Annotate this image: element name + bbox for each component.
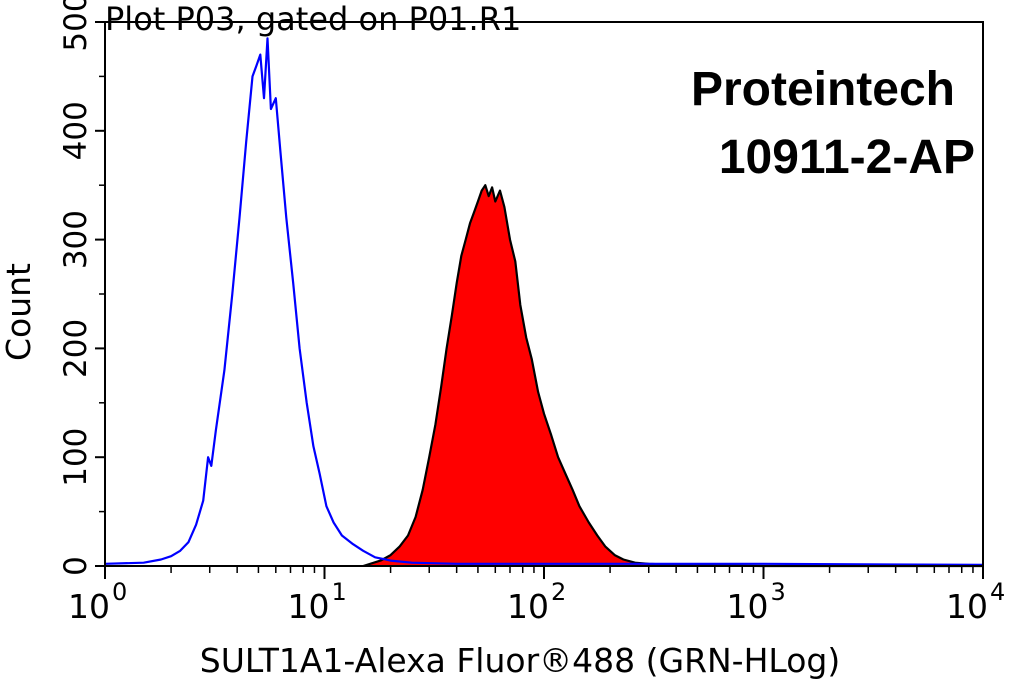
y-axis: 0 100 200 300 400 500 xyxy=(58,0,105,576)
y-tick-label: 100 xyxy=(58,428,94,487)
series-1-line xyxy=(362,184,983,568)
x-tick-label: 10 xyxy=(507,587,549,626)
x-tick-exponent: 3 xyxy=(771,578,786,606)
x-tick-label: 10 xyxy=(727,587,769,626)
y-tick-label: 300 xyxy=(58,210,94,269)
x-tick-exponent: 4 xyxy=(990,578,1005,606)
product-code-annotation: 10911-2-AP xyxy=(719,131,975,184)
series-layer xyxy=(104,37,984,568)
x-axis-label: SULT1A1-Alexa Fluor®488 (GRN-HLog) xyxy=(200,641,840,680)
y-tick-label: 400 xyxy=(58,101,94,160)
y-tick-label: 500 xyxy=(58,0,94,52)
x-tick-label: 10 xyxy=(288,587,330,626)
x-axis: 10 0 10 1 10 2 10 3 10 4 xyxy=(68,566,1005,626)
brand-annotation: Proteintech xyxy=(691,63,955,116)
y-axis-label: Count xyxy=(0,263,38,361)
y-tick-label: 200 xyxy=(58,319,94,378)
series-1-fill xyxy=(363,185,983,566)
x-tick-label: 10 xyxy=(946,587,988,626)
series-0-line xyxy=(104,37,984,566)
y-tick-label: 0 xyxy=(58,556,94,576)
x-tick-exponent: 0 xyxy=(112,578,127,606)
x-tick-exponent: 2 xyxy=(551,578,566,606)
x-tick-label: 10 xyxy=(68,587,110,626)
chart-title: Plot P03, gated on P01.R1 xyxy=(105,0,521,38)
x-tick-exponent: 1 xyxy=(332,578,347,606)
